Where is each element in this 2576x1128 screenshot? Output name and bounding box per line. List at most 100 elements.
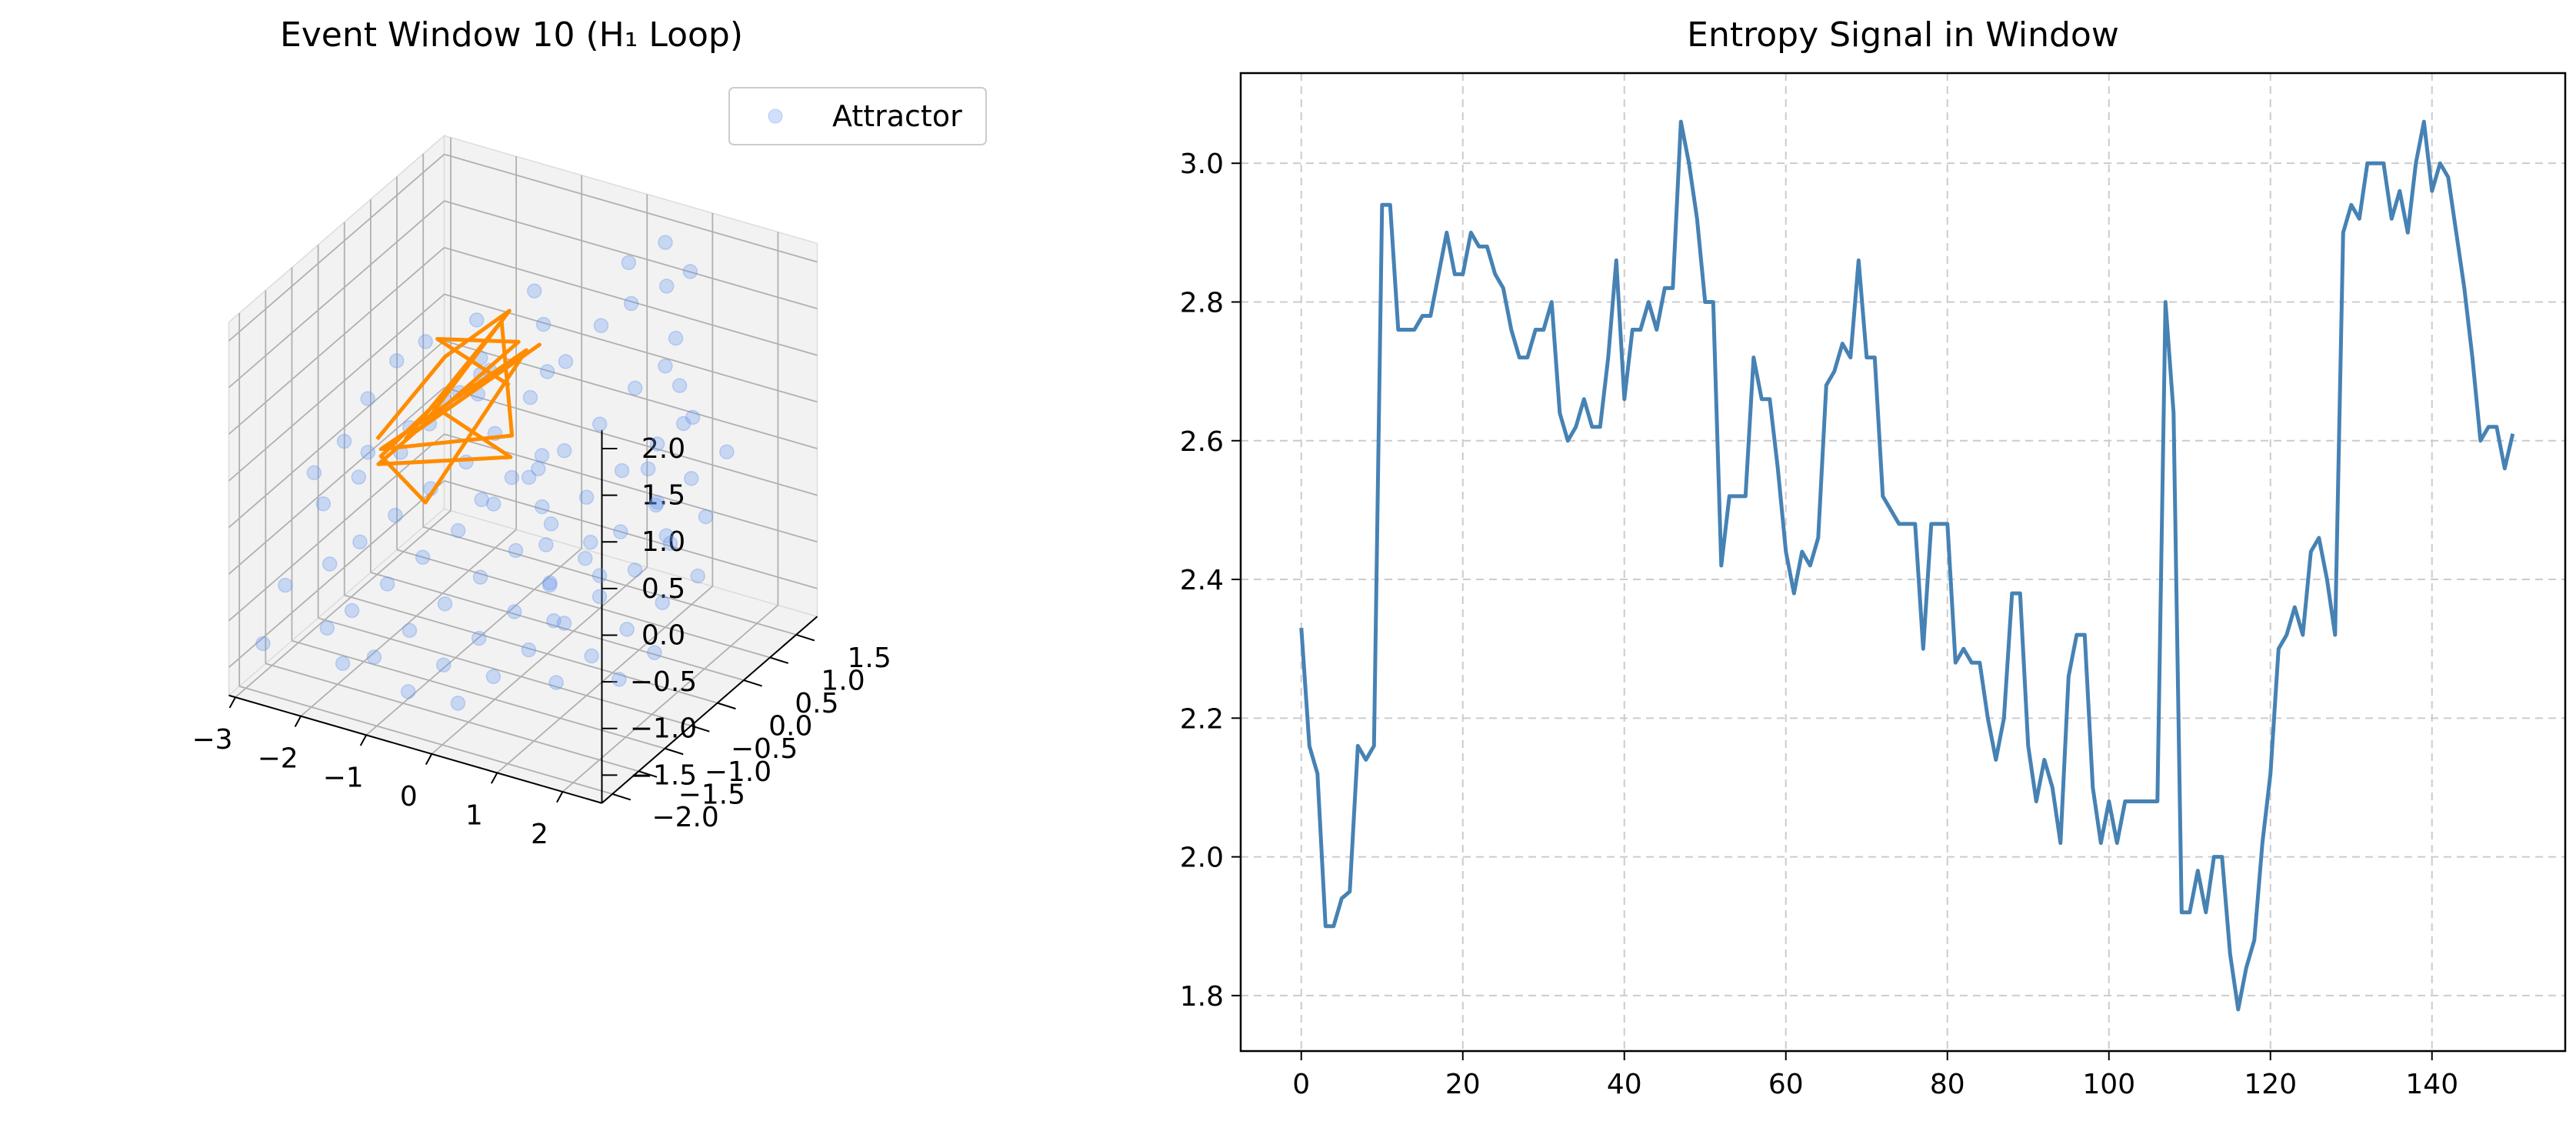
y-gridline xyxy=(238,686,613,795)
attractor-point xyxy=(558,354,574,369)
attractor-point xyxy=(548,675,564,690)
attractor-point xyxy=(640,461,656,477)
attractor-point xyxy=(458,454,474,470)
z-tick-label: 1.0 xyxy=(642,526,685,558)
x-tick-label: 40 xyxy=(1607,1069,1642,1100)
attractor-point xyxy=(649,495,665,510)
z-gridline xyxy=(228,247,445,435)
z-tick-label: −1.0 xyxy=(630,713,697,745)
x-gridline xyxy=(365,548,582,736)
x-tick-label: −2 xyxy=(258,743,298,775)
attractor-point xyxy=(435,657,452,673)
z-tick-label: 1.5 xyxy=(642,480,685,512)
z-tick-label: 0.0 xyxy=(642,619,685,651)
attractor-point xyxy=(351,469,367,485)
attractor-point xyxy=(698,509,714,525)
attractor-point xyxy=(521,469,537,486)
attractor-points xyxy=(255,235,735,711)
attractor-point xyxy=(535,316,552,332)
attractor-point xyxy=(319,620,335,636)
attractor-point xyxy=(538,537,554,552)
x-tick-label: 0 xyxy=(400,781,418,813)
attractor-point xyxy=(344,602,360,619)
legend: Attractor xyxy=(728,87,987,145)
entropy-series-line xyxy=(1299,119,2515,1012)
z-gridline xyxy=(444,246,818,356)
x-tick-label: 60 xyxy=(1768,1069,1804,1100)
attractor-point xyxy=(322,556,338,572)
y-tick-label: 2.4 xyxy=(1180,565,1224,596)
attractor-point xyxy=(542,577,558,593)
attractor-point xyxy=(522,389,538,405)
axis-ticks: 0 20 40 60 80 100 120 140 1.8 2.0 2.2 2.4 2.6 2.8 3.0 xyxy=(1180,149,2458,1100)
y-tick-label: 1.5 xyxy=(848,642,891,674)
y-gridline xyxy=(370,572,745,681)
attractor-point xyxy=(542,575,558,591)
attractor-point xyxy=(556,443,572,459)
attractor-point xyxy=(685,409,701,426)
attractor-point xyxy=(506,604,522,619)
plot-frame xyxy=(1239,72,2567,1053)
attractor-point xyxy=(612,672,627,687)
attractor-point xyxy=(655,595,670,611)
attractor-point xyxy=(623,295,639,312)
attractor-point xyxy=(682,264,698,279)
attractor-point xyxy=(658,235,673,250)
attractor-point xyxy=(647,645,662,660)
attractor-point xyxy=(402,622,418,639)
attractor-point xyxy=(255,636,271,652)
attractor-point xyxy=(658,358,673,374)
attractor-point xyxy=(614,462,630,479)
attractor-point xyxy=(526,283,542,299)
x-gridline xyxy=(431,566,648,755)
z-gridline xyxy=(228,386,445,575)
y-tick-label: −1.5 xyxy=(678,779,745,810)
attractor-point xyxy=(613,524,628,539)
x-tick-label: −1 xyxy=(323,762,364,793)
y-tick-label-mark xyxy=(743,679,762,687)
attractor-point xyxy=(578,551,593,566)
attractor-point xyxy=(388,507,403,523)
x-tick-label-mark xyxy=(425,753,433,766)
attractor-point xyxy=(468,312,485,328)
attractor-point xyxy=(592,589,608,605)
attractor-point xyxy=(593,318,609,333)
attractor-point xyxy=(556,616,572,631)
attractor-point xyxy=(675,415,691,432)
attractor-point xyxy=(582,534,598,550)
z-gridline xyxy=(228,433,445,622)
attractor-point xyxy=(315,496,332,512)
y-gridline xyxy=(344,594,718,704)
legend-label-attractor: Attractor xyxy=(832,99,962,133)
attractor-point xyxy=(360,445,376,460)
x-tick-label: 2 xyxy=(531,819,548,850)
y-tick-label-mark xyxy=(691,725,710,733)
attractor-point xyxy=(472,569,488,585)
attractor-point xyxy=(485,496,502,512)
x-tick-label: −3 xyxy=(192,724,232,756)
attractor-point xyxy=(671,378,688,393)
attractor-point xyxy=(437,596,453,612)
x-gridline xyxy=(496,586,713,774)
y-tick-label: 1.0 xyxy=(821,665,865,696)
legend-frame xyxy=(728,87,987,145)
attractor-point xyxy=(535,499,550,515)
y-tick-label-mark xyxy=(665,747,684,756)
y-tick-label: −2.0 xyxy=(651,802,718,833)
x-gridline xyxy=(562,604,779,793)
x-tick-label-mark xyxy=(294,716,302,727)
z-tick-label: −1.5 xyxy=(630,759,697,791)
z-tick-label: 2.0 xyxy=(642,433,685,465)
attractor-point xyxy=(662,536,678,551)
attractor-point xyxy=(592,416,608,432)
attractor-point xyxy=(450,696,466,711)
attractor-point xyxy=(658,528,675,543)
y-tick-label: 0.5 xyxy=(795,688,838,719)
x-tick-label: 0 xyxy=(1292,1069,1310,1100)
attractor-point xyxy=(379,576,395,592)
y-tick-label-mark xyxy=(795,633,815,642)
x-axis-line xyxy=(228,694,602,804)
x-tick-label: 140 xyxy=(2405,1069,2458,1100)
y-tick-label: 2.2 xyxy=(1180,703,1224,735)
